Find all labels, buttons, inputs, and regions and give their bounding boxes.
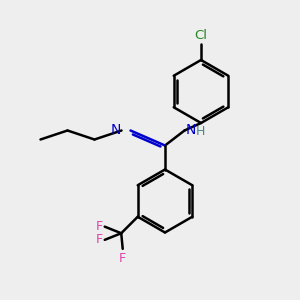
Text: F: F: [95, 220, 103, 233]
Text: N: N: [186, 124, 196, 137]
Text: F: F: [119, 252, 126, 265]
Text: H: H: [196, 125, 205, 139]
Text: N: N: [111, 124, 122, 137]
Text: F: F: [95, 233, 103, 246]
Text: Cl: Cl: [194, 29, 207, 42]
